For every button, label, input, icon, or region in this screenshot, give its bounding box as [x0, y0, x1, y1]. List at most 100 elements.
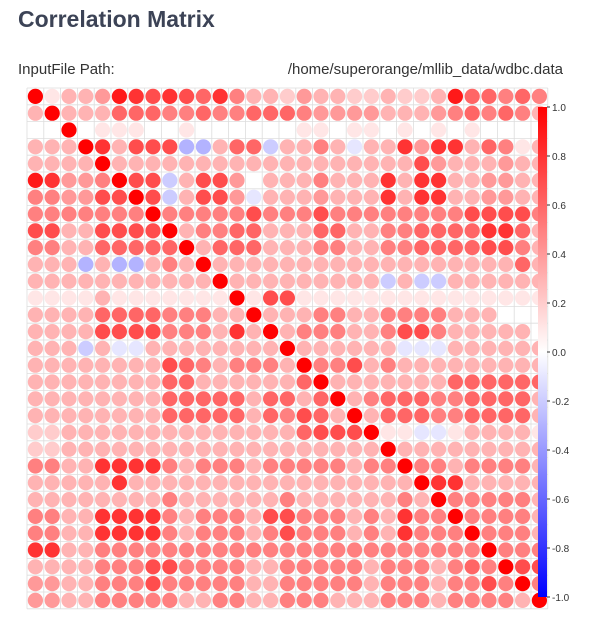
heatmap-cell: [263, 240, 279, 256]
heatmap-cell: [296, 256, 312, 272]
heatmap-cell: [279, 525, 295, 541]
heatmap-cell: [195, 424, 211, 440]
heatmap-cell: [380, 508, 396, 524]
heatmap-cell: [279, 105, 295, 121]
heatmap-cell: [61, 189, 77, 205]
heatmap-cell: [464, 105, 480, 121]
heatmap-cell: [78, 424, 94, 440]
heatmap-cell: [212, 189, 228, 205]
heatmap-cell: [296, 525, 312, 541]
heatmap-cell: [431, 391, 447, 407]
heatmap-cell: [61, 105, 77, 121]
heatmap-cell: [397, 324, 413, 340]
heatmap-cell: [347, 559, 363, 575]
heatmap-cell: [414, 307, 430, 323]
heatmap-cell: [229, 156, 245, 172]
heatmap-cell: [78, 508, 94, 524]
heatmap-cell: [162, 492, 178, 508]
heatmap-cell: [481, 559, 497, 575]
heatmap-cell: [447, 391, 463, 407]
heatmap-cell: [313, 189, 329, 205]
heatmap-cell: [212, 424, 228, 440]
heatmap-cell: [179, 273, 195, 289]
heatmap-cell: [498, 88, 514, 104]
heatmap-cell: [61, 441, 77, 457]
heatmap-cell: [195, 324, 211, 340]
heatmap-cell: [246, 223, 262, 239]
heatmap-cell: [498, 408, 514, 424]
heatmap-cell: [481, 206, 497, 222]
heatmap-cell: [498, 307, 514, 323]
heatmap-cell: [263, 559, 279, 575]
heatmap-cell: [44, 559, 60, 575]
heatmap-cell: [229, 374, 245, 390]
heatmap-cell: [397, 408, 413, 424]
heatmap-cell: [162, 458, 178, 474]
heatmap-cell: [111, 458, 127, 474]
heatmap-cell: [95, 105, 111, 121]
heatmap-cell: [481, 223, 497, 239]
heatmap-cell: [61, 508, 77, 524]
heatmap-cell: [78, 357, 94, 373]
heatmap-cell: [44, 542, 60, 558]
heatmap-cell: [27, 172, 43, 188]
heatmap-cell: [363, 475, 379, 491]
heatmap-cell: [498, 357, 514, 373]
heatmap-cell: [128, 206, 144, 222]
heatmap-cell: [145, 391, 161, 407]
heatmap-cell: [212, 290, 228, 306]
heatmap-cell: [212, 592, 228, 609]
heatmap-cell: [95, 122, 111, 138]
heatmap-cell: [313, 307, 329, 323]
heatmap-cell: [464, 189, 480, 205]
heatmap-cell: [44, 307, 60, 323]
heatmap-cell: [179, 122, 195, 138]
heatmap-cell: [246, 290, 262, 306]
heatmap-cell: [195, 290, 211, 306]
heatmap-cell: [195, 458, 211, 474]
heatmap-cell: [363, 508, 379, 524]
heatmap-cell: [397, 223, 413, 239]
heatmap-cell: [44, 508, 60, 524]
heatmap-cell: [431, 475, 447, 491]
heatmap-cell: [464, 324, 480, 340]
heatmap-cell: [162, 357, 178, 373]
heatmap-cell: [145, 357, 161, 373]
heatmap-cell: [212, 172, 228, 188]
heatmap-cell: [195, 223, 211, 239]
heatmap-cell: [61, 122, 77, 138]
heatmap-cell: [212, 475, 228, 491]
heatmap-cell: [414, 592, 430, 609]
heatmap-cell: [397, 542, 413, 558]
heatmap-cell: [212, 542, 228, 558]
heatmap-cell: [515, 122, 531, 138]
heatmap-cell: [414, 172, 430, 188]
heatmap-cell: [246, 441, 262, 457]
heatmap-cell: [95, 273, 111, 289]
heatmap-cell: [111, 307, 127, 323]
heatmap-cell: [498, 458, 514, 474]
heatmap-cell: [195, 273, 211, 289]
heatmap-cell: [464, 340, 480, 356]
heatmap-cell: [111, 374, 127, 390]
heatmap-cell: [431, 240, 447, 256]
heatmap-cell: [330, 441, 346, 457]
heatmap-cell: [414, 391, 430, 407]
heatmap-cell: [162, 340, 178, 356]
heatmap-cell: [212, 324, 228, 340]
heatmap-cell: [95, 576, 111, 592]
heatmap-cell: [61, 374, 77, 390]
heatmap-cell: [95, 206, 111, 222]
heatmap-cell: [111, 475, 127, 491]
heatmap-cell: [195, 189, 211, 205]
heatmap-cell: [145, 256, 161, 272]
heatmap-cell: [212, 340, 228, 356]
heatmap-cell: [414, 206, 430, 222]
heatmap-cell: [212, 307, 228, 323]
heatmap-cell: [363, 324, 379, 340]
heatmap-cell: [363, 223, 379, 239]
heatmap-cell: [229, 307, 245, 323]
heatmap-cell: [145, 223, 161, 239]
heatmap-cell: [330, 357, 346, 373]
heatmap-cell: [313, 324, 329, 340]
